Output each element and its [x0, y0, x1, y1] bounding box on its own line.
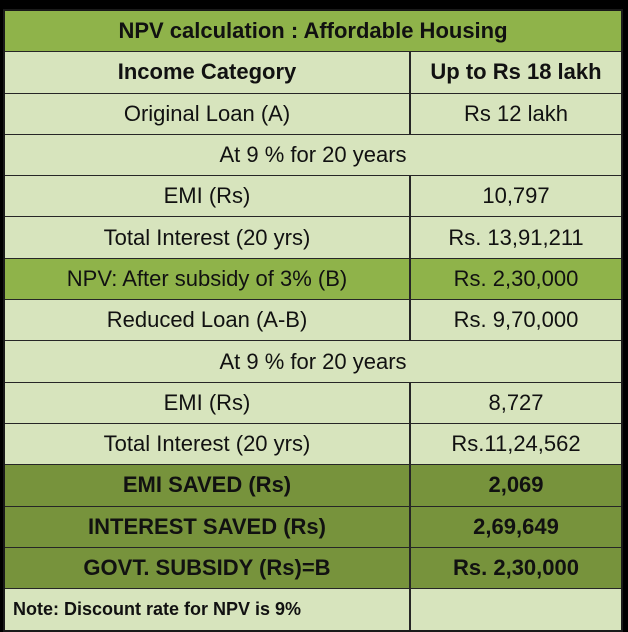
footnote-empty-cell	[411, 589, 621, 631]
row-label-original-loan: Original Loan (A)	[5, 93, 411, 134]
row-value-emi-saved: 2,069	[411, 465, 621, 506]
row-label-total-interest: Total Interest (20 yrs)	[5, 217, 411, 258]
table-title: NPV calculation : Affordable Housing	[5, 11, 621, 52]
table-row: Original Loan (A) Rs 12 lakh	[5, 93, 621, 135]
row-value-reduced-loan: Rs. 9,70,000	[411, 300, 621, 341]
footnote: Note: Discount rate for NPV is 9%	[5, 589, 411, 631]
rate-term-row-2: At 9 % for 20 years	[5, 341, 621, 382]
table-row: EMI (Rs) 8,727	[5, 382, 621, 424]
row-value-npv-subsidy: Rs. 2,30,000	[411, 258, 621, 300]
table-row: EMI (Rs) 10,797	[5, 176, 621, 218]
row-label-interest-saved: INTEREST SAVED (Rs)	[5, 506, 411, 547]
row-value-emi-reduced: 8,727	[411, 382, 621, 423]
header-row: Income Category Up to Rs 18 lakh	[5, 52, 621, 94]
note-row: Note: Discount rate for NPV is 9%	[5, 589, 621, 631]
row-label-emi: EMI (Rs)	[5, 176, 411, 217]
table-row: INTEREST SAVED (Rs) 2,69,649	[5, 506, 621, 548]
row-value-total-interest-reduced: Rs.11,24,562	[411, 423, 621, 465]
table-row: NPV: After subsidy of 3% (B) Rs. 2,30,00…	[5, 258, 621, 301]
row-label-reduced-loan: Reduced Loan (A-B)	[5, 300, 411, 341]
row-value-govt-subsidy: Rs. 2,30,000	[411, 547, 621, 589]
title-row: NPV calculation : Affordable Housing	[5, 11, 621, 53]
row-label-npv-subsidy: NPV: After subsidy of 3% (B)	[5, 258, 411, 300]
npv-table: NPV calculation : Affordable Housing Inc…	[3, 9, 623, 632]
header-income-category: Income Category	[5, 52, 411, 93]
header-up-to-18-lakh: Up to Rs 18 lakh	[411, 52, 621, 93]
row-label-total-interest-reduced: Total Interest (20 yrs)	[5, 423, 411, 465]
row-value-original-loan: Rs 12 lakh	[411, 93, 621, 134]
table-row: Reduced Loan (A-B) Rs. 9,70,000	[5, 300, 621, 342]
row-value-emi: 10,797	[411, 176, 621, 217]
row-value-interest-saved: 2,69,649	[411, 506, 621, 547]
row-value-total-interest: Rs. 13,91,211	[411, 217, 621, 258]
row-label-govt-subsidy: GOVT. SUBSIDY (Rs)=B	[5, 547, 411, 589]
table-row: EMI SAVED (Rs) 2,069	[5, 465, 621, 507]
row-label-emi-saved: EMI SAVED (Rs)	[5, 465, 411, 506]
table-row: Total Interest (20 yrs) Rs. 13,91,211	[5, 217, 621, 259]
table-row: At 9 % for 20 years	[5, 341, 621, 383]
table-row: GOVT. SUBSIDY (Rs)=B Rs. 2,30,000	[5, 547, 621, 590]
table-row: At 9 % for 20 years	[5, 134, 621, 177]
row-label-emi-reduced: EMI (Rs)	[5, 382, 411, 423]
table-row: Total Interest (20 yrs) Rs.11,24,562	[5, 423, 621, 466]
rate-term-row-1: At 9 % for 20 years	[5, 134, 621, 176]
